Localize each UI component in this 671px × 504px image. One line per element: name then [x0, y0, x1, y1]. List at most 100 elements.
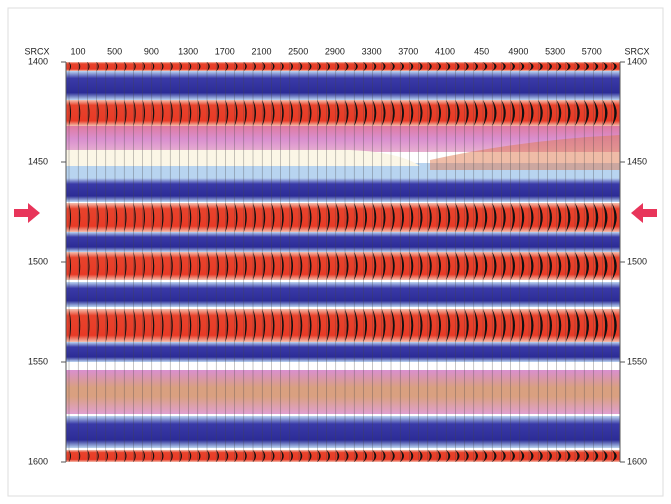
wiggle — [105, 309, 109, 342]
wiggle — [216, 203, 220, 232]
wiggle — [575, 252, 580, 280]
wiggle — [280, 450, 284, 462]
wiggle — [234, 203, 238, 232]
wiggle — [280, 100, 284, 126]
x-tick-label: 900 — [144, 46, 159, 56]
wiggle — [372, 450, 377, 462]
wiggle — [115, 100, 118, 126]
wiggle — [418, 309, 423, 342]
wiggle — [96, 203, 99, 232]
wiggle — [372, 252, 377, 280]
wiggle — [179, 450, 183, 462]
wiggle — [170, 309, 173, 342]
wiggle — [197, 100, 201, 126]
wiggle — [354, 62, 358, 71]
wiggle — [427, 252, 432, 280]
wiggle — [529, 309, 534, 342]
wiggle — [611, 100, 617, 126]
wiggle — [335, 62, 340, 71]
wiggle — [611, 309, 617, 342]
wiggle — [446, 100, 451, 126]
wiggle — [225, 203, 229, 232]
wiggle — [289, 203, 294, 232]
layer — [66, 203, 620, 232]
wiggle — [124, 203, 127, 232]
wiggle — [299, 62, 303, 71]
wiggle — [271, 450, 275, 462]
wiggle — [464, 309, 469, 342]
wiggle — [455, 450, 460, 462]
wiggle — [207, 309, 210, 342]
wiggle — [234, 309, 238, 342]
y-tick-label: 1450 — [28, 156, 48, 166]
wiggle — [289, 252, 294, 280]
wiggle — [529, 62, 534, 71]
wiggle — [446, 252, 451, 280]
wiggle — [575, 62, 580, 71]
wiggle — [78, 450, 81, 462]
wiggle — [381, 309, 386, 342]
wiggle — [547, 309, 553, 342]
wiggle — [483, 309, 488, 342]
wiggle — [611, 62, 617, 71]
wiggle — [529, 450, 534, 462]
wiggle — [611, 203, 617, 232]
wiggle — [575, 203, 580, 232]
wiggle — [326, 100, 331, 126]
wiggle — [492, 309, 497, 342]
wiggle — [326, 203, 331, 232]
wiggle — [124, 252, 127, 280]
x-tick-label: 2100 — [251, 46, 271, 56]
wiggle — [133, 450, 136, 462]
wiggle — [602, 450, 608, 462]
wiggle — [409, 450, 414, 462]
x-tick-label: 500 — [107, 46, 122, 56]
wiggle — [400, 100, 405, 126]
wiggle — [556, 100, 562, 126]
wiggle — [253, 203, 257, 232]
wiggle — [124, 450, 127, 462]
wiggle — [216, 450, 220, 462]
wiggle — [271, 309, 275, 342]
wiggle — [381, 203, 386, 232]
wiggle — [216, 309, 220, 342]
wiggle — [381, 450, 386, 462]
wiggle — [179, 252, 183, 280]
wiggle — [519, 100, 525, 126]
wiggle — [345, 100, 349, 126]
wiggle — [115, 62, 118, 71]
wiggle — [556, 252, 562, 280]
wiggle — [418, 62, 423, 71]
wiggle — [354, 203, 358, 232]
wiggle — [299, 450, 303, 462]
layer — [66, 62, 620, 71]
wiggle — [308, 309, 312, 342]
wiggle — [400, 252, 405, 280]
wiggle — [78, 252, 81, 280]
layer — [66, 100, 620, 126]
wiggle — [565, 309, 571, 342]
wiggle — [391, 309, 395, 342]
wiggle — [575, 309, 580, 342]
wiggle — [289, 450, 294, 462]
wiggle — [501, 100, 506, 126]
wiggle — [409, 100, 414, 126]
wiggle — [161, 252, 164, 280]
wiggle — [243, 203, 247, 232]
wiggle — [345, 309, 349, 342]
wiggle — [225, 252, 229, 280]
wiggle — [124, 100, 127, 126]
wiggle — [142, 100, 146, 126]
wiggle — [547, 450, 553, 462]
wiggle — [87, 309, 90, 342]
wiggle — [483, 100, 488, 126]
wiggle — [510, 100, 516, 126]
wiggle — [170, 252, 173, 280]
wiggle — [556, 203, 562, 232]
layer — [66, 150, 420, 166]
wiggle — [372, 309, 377, 342]
wiggle — [556, 309, 562, 342]
wiggle — [197, 309, 201, 342]
wiggle — [455, 252, 460, 280]
